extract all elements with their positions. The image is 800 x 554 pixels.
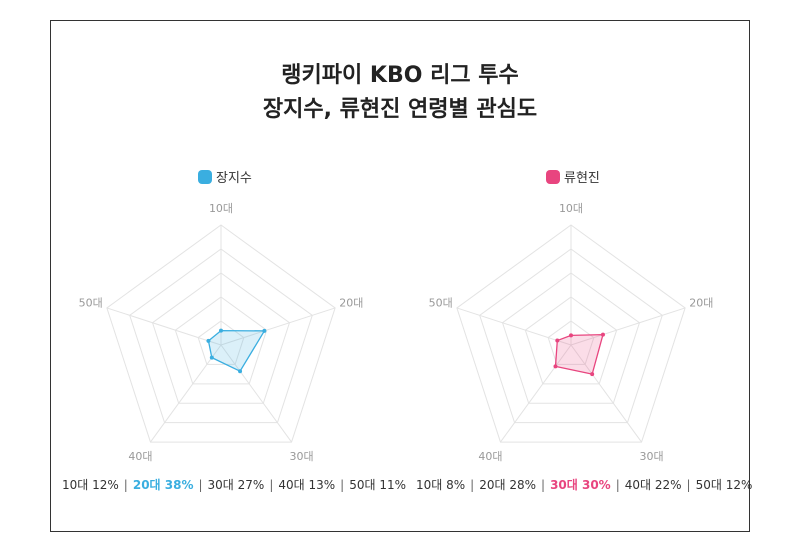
legend-swatch-series1 [198,169,212,184]
summary-item: 40대 13% [278,478,336,492]
summary-row-series2: 10대 8% | 20대 28% | 30대 30% | 40대 22% | 50대 12% [416,476,752,493]
radar-point-30대 [238,369,243,374]
radar-point-10대 [219,328,223,333]
radar-grid-ring [479,248,663,424]
chart-frame [50,20,750,532]
summary-separator: | [198,478,203,492]
radar-grid-ring [129,248,313,424]
legend-item-series2: 류현진 [546,167,600,186]
axis-label-30대: 30대 [639,450,663,463]
radar-grid-ring [106,224,336,443]
radar-point-20대 [262,328,267,333]
chart-title-line2: 장지수, 류현진 연령별 관심도 [262,97,538,122]
radar-point-30대 [590,372,595,377]
radar-grid-ring [174,296,268,385]
radar-point-50대 [206,338,211,343]
axis-label-10대: 10대 [559,202,583,215]
summary-separator: | [470,478,475,492]
axis-label-10대: 10대 [209,202,233,215]
radar-spoke [106,307,222,346]
radar-spoke [500,344,572,443]
axis-label-30대: 30대 [289,450,313,463]
radar-point-20대 [600,332,605,337]
summary-item: 20대 38% [132,478,194,492]
axis-label-20대: 20대 [339,297,363,310]
summary-item: 40대 22% [624,478,682,492]
axis-label-40대: 40대 [128,450,152,463]
radar-spoke [220,344,292,443]
radar-grid-ring [197,320,245,365]
radar-chart-1: 10대 20대 30대 40대 50대 [79,202,364,463]
radar-spoke [456,307,572,346]
radar-grid-ring [501,272,641,404]
summary-item: 10대 8% [416,478,466,492]
summary-item: 20대 28% [479,478,537,492]
summary-item: 50대 12% [695,478,753,492]
radar-spoke [220,307,336,346]
summary-item: 30대 30% [550,478,611,492]
summary-item: 30대 27% [207,478,265,492]
legend-item-series1: 장지수 [198,167,252,186]
radar-point-50대 [555,338,560,343]
summary-separator: | [269,478,274,492]
summary-separator: | [123,478,128,492]
radar-point-40대 [553,364,558,369]
radar-series-area [554,333,604,375]
chart-title-line1: 랭키파이 KBO 리그 투수 [281,63,519,88]
radar-point-40대 [209,355,214,360]
radar-spoke [150,344,222,443]
radar-grid-ring [151,272,291,404]
axis-label-50대: 50대 [79,297,103,310]
legend-label-series2: 류현진 [564,171,600,186]
legend-swatch-series2 [546,169,560,184]
summary-item: 50대 11% [349,478,407,492]
legend-label-series1: 장지수 [216,171,252,186]
summary-separator: | [615,478,620,492]
radar-grid-ring [524,296,618,385]
summary-separator: | [340,478,345,492]
axis-label-50대: 50대 [429,297,453,310]
summary-separator: | [541,478,546,492]
axis-label-40대: 40대 [478,450,502,463]
radar-chart-2: 10대 20대 30대 40대 50대 [429,202,714,463]
summary-separator: | [686,478,691,492]
axis-label-20대: 20대 [689,297,713,310]
radar-series-area [207,329,266,373]
summary-item: 10대 12% [62,478,119,492]
radar-spoke [570,344,642,443]
summary-row-series1: 10대 12% | 20대 38% | 30대 27% | 40대 13% | 50대 11% [62,476,406,493]
radar-point-10대 [569,333,573,338]
radar-grid-ring [456,224,686,443]
radar-spoke [570,307,686,346]
